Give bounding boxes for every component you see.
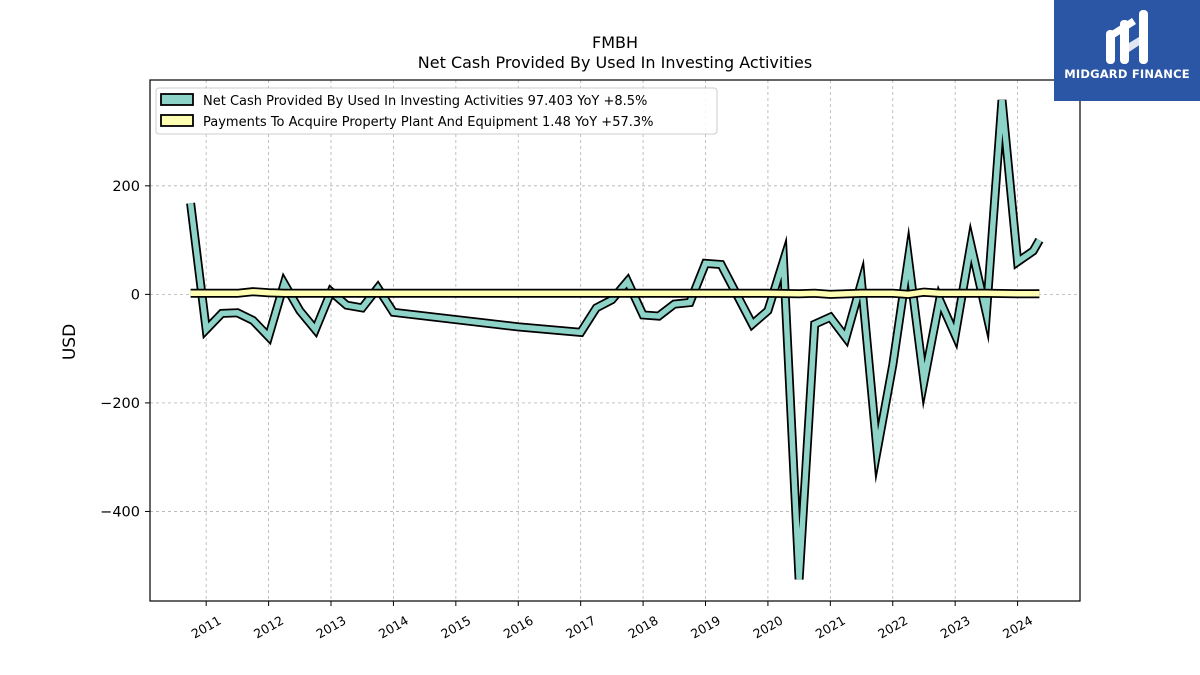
y-tick-label: 200	[112, 179, 140, 195]
legend-label-investing: Net Cash Provided By Used In Investing A…	[203, 94, 647, 109]
legend-box	[155, 87, 718, 135]
y-tick-label: 0	[131, 287, 140, 303]
series-line-outline	[186, 99, 1044, 580]
x-tick-label: 2011	[189, 613, 224, 642]
plot-area-frame	[149, 79, 1081, 602]
legend-swatch-ppe	[160, 114, 194, 127]
y-axis-label: USD	[60, 324, 80, 360]
x-tick-label: 2019	[688, 613, 723, 642]
x-tick-label: 2013	[313, 613, 348, 642]
legend-label-ppe: Payments To Acquire Property Plant And E…	[203, 115, 654, 130]
series-1	[190, 287, 1040, 299]
logo-text: MIDGARD FINANCE	[1064, 67, 1190, 81]
x-tick-label: 2022	[875, 613, 910, 642]
midgard-m-logo-icon	[1106, 10, 1148, 64]
y-tick-label: −200	[100, 396, 140, 412]
grid	[150, 80, 1080, 601]
legend: Net Cash Provided By Used In Investing A…	[155, 87, 718, 135]
chart-title: Net Cash Provided By Used In Investing A…	[418, 53, 812, 72]
x-tick-label: 2015	[438, 613, 473, 642]
x-axis-ticks: 2011 2012 2013 2014 2015 2016 2017 2018 2019 2020…	[189, 601, 1035, 642]
legend-swatch-investing	[160, 93, 194, 106]
x-tick-label: 2021	[813, 613, 848, 642]
x-tick-label: 2018	[626, 613, 661, 642]
series-line	[190, 288, 1040, 298]
chart-ticker: FMBH	[592, 33, 638, 52]
x-tick-label: 2024	[1000, 613, 1035, 642]
y-axis-ticks: −400 −200 0 200	[100, 179, 150, 520]
x-tick-label: 2020	[750, 613, 785, 642]
x-tick-label: 2017	[563, 613, 598, 642]
x-tick-label: 2014	[376, 613, 411, 642]
x-tick-label: 2016	[501, 613, 536, 642]
y-tick-label: −400	[100, 504, 140, 520]
series-lines	[186, 99, 1044, 580]
x-tick-label: 2023	[938, 613, 973, 642]
series-line	[187, 99, 1042, 580]
x-tick-label: 2012	[251, 613, 286, 642]
midgard-finance-logo: MIDGARD FINANCE	[1054, 0, 1200, 101]
series-0	[186, 99, 1044, 580]
